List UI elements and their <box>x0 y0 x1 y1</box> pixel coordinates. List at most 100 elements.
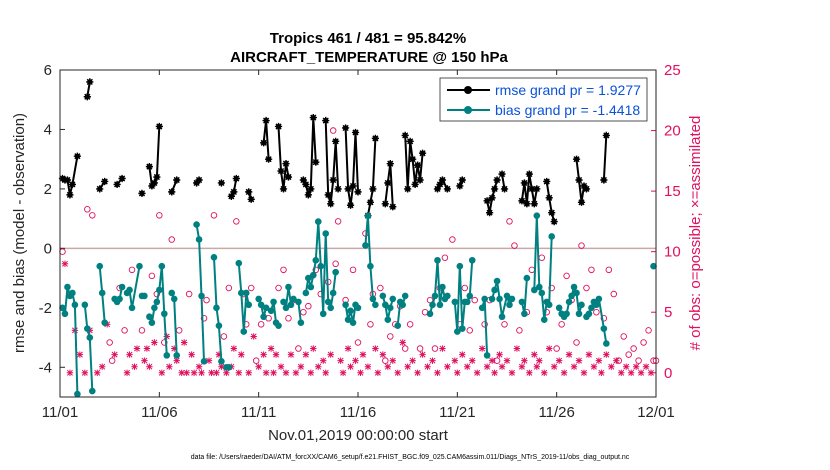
bias-point <box>650 262 657 270</box>
assimilated-obs-point <box>454 369 461 376</box>
assimilated-obs-point <box>637 369 645 376</box>
rmse-point <box>262 116 270 125</box>
bias-point <box>386 304 394 312</box>
possible-obs-point <box>156 212 163 219</box>
bias-point <box>305 274 312 282</box>
rmse-point <box>498 170 506 178</box>
bias-point <box>349 319 357 326</box>
rmse-point <box>366 198 375 206</box>
assimilated-obs-point <box>322 369 329 376</box>
bias-point <box>86 334 94 341</box>
rmse-point <box>145 163 153 171</box>
bias-point <box>200 358 208 365</box>
y-right-tick-label: 10 <box>664 244 681 261</box>
assimilated-obs-point <box>394 369 401 376</box>
bias-point <box>158 262 166 270</box>
assimilated-obs-point <box>178 369 185 376</box>
possible-obs-point <box>630 345 637 352</box>
bias-point <box>585 310 593 318</box>
rmse-point <box>354 188 362 196</box>
rmse-point <box>299 176 307 184</box>
bias-point <box>285 283 292 291</box>
rmse-series <box>58 78 610 226</box>
rmse-point <box>409 155 417 163</box>
assimilated-obs-point <box>123 369 131 376</box>
bias-point <box>98 289 106 297</box>
assimilated-obs-point <box>483 363 491 370</box>
bias-point <box>426 310 434 318</box>
bias-point <box>118 283 126 291</box>
assimilated-obs-point <box>521 357 528 364</box>
x-tick-label: 12/01 <box>637 404 675 421</box>
assimilated-obs-point <box>498 363 506 370</box>
bias-point <box>237 289 245 297</box>
assimilated-obs-point <box>536 357 543 364</box>
rmse-point <box>173 176 181 184</box>
assimilated-obs-point <box>590 363 598 370</box>
y-axis-right: 0 5 10 15 20 25 <box>651 62 681 382</box>
assimilated-obs-point <box>230 345 238 352</box>
bias-point <box>126 286 133 294</box>
rmse-point <box>322 116 330 125</box>
assimilated-obs-point <box>623 363 630 370</box>
possible-obs-point <box>275 284 282 292</box>
bias-point <box>225 363 233 371</box>
bias-point <box>600 325 608 332</box>
assimilated-obs-point <box>585 351 593 358</box>
possible-obs-point <box>200 315 208 322</box>
assimilated-obs-point <box>518 363 526 370</box>
assimilated-obs-point <box>315 363 322 370</box>
rmse-point <box>245 188 253 196</box>
rmse-point <box>488 194 496 202</box>
assimilated-obs-point <box>133 345 141 352</box>
rmse-point <box>436 180 444 189</box>
assimilated-obs-point <box>347 363 354 370</box>
assimilated-obs-series <box>61 260 655 376</box>
legend-box <box>439 77 648 122</box>
bias-point <box>454 328 461 335</box>
bias-point <box>295 298 302 306</box>
bias-point <box>367 262 374 270</box>
bias-point <box>344 316 352 324</box>
rmse-point <box>418 149 427 157</box>
bias-point <box>257 301 265 309</box>
rmse-point <box>344 185 352 193</box>
assimilated-obs-point <box>183 369 190 376</box>
bias-point <box>128 304 136 312</box>
possible-obs-point <box>501 321 508 328</box>
bias-point <box>399 301 407 309</box>
possible-obs-point <box>332 260 339 268</box>
bias-point <box>173 352 181 359</box>
rmse-point <box>329 176 337 184</box>
assimilated-obs-point <box>126 351 133 358</box>
bias-point <box>71 301 79 309</box>
y-tick-label: 2 <box>44 181 52 198</box>
possible-obs-point <box>128 266 136 274</box>
bias-point <box>69 289 76 297</box>
bias-point <box>290 295 297 303</box>
rmse-point <box>575 176 583 184</box>
assimilated-obs-point <box>344 345 352 352</box>
bias-point <box>372 301 379 309</box>
rmse-point <box>577 198 586 206</box>
assimilated-obs-point <box>647 369 655 376</box>
bias-point <box>444 292 451 300</box>
possible-obs-point <box>528 266 536 274</box>
assimilated-obs-point <box>357 369 364 376</box>
bias-point <box>322 230 330 237</box>
rmse-point <box>217 179 226 187</box>
bias-point <box>347 307 354 315</box>
possible-obs-point <box>220 333 228 340</box>
assimilated-obs-point <box>151 339 158 346</box>
rmse-point <box>406 137 414 145</box>
bias-point <box>156 286 163 294</box>
bias-point <box>342 301 349 309</box>
plot-frame <box>59 69 657 398</box>
possible-obs-point <box>312 266 320 274</box>
bias-point <box>429 301 436 309</box>
assimilated-obs-point <box>550 363 558 370</box>
assimilated-obs-point <box>188 351 195 358</box>
assimilated-obs-point <box>384 363 391 370</box>
assimilated-obs-point <box>374 369 382 376</box>
bias-point <box>506 301 513 309</box>
